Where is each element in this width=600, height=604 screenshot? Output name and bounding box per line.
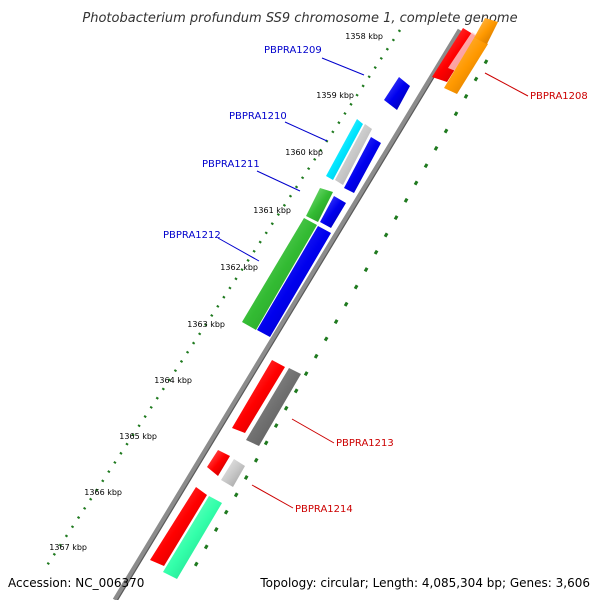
ruler-tick-labels: 1358 kbp 1359 kbp 1360 kbp 1361 kbp 1362 kbp… (49, 32, 383, 552)
gene-pbpra1212-green-feature[interactable] (242, 218, 317, 330)
tick-label: 1359 kbp (316, 91, 354, 100)
tick-label: 1361 kbp (253, 206, 291, 215)
topology-text: Topology: circular; Length: 4,085,304 bp… (259, 576, 590, 590)
gene-pbpra1214-red-feature[interactable] (207, 450, 230, 476)
gene-leader-line (217, 237, 260, 262)
tick-label: 1362 kbp (220, 263, 258, 272)
gene-leader-line (291, 418, 335, 444)
gene-leader-line (256, 170, 301, 192)
gene-pbpra1210-grey-feature[interactable] (335, 124, 372, 185)
accession-text: Accession: NC_006370 (8, 576, 144, 590)
gene-label-pbpra1212[interactable]: PBPRA1212 (163, 230, 221, 241)
gene-label-pbpra1208[interactable]: PBPRA1208 (530, 91, 588, 102)
gene-label-pbpra1213[interactable]: PBPRA1213 (336, 438, 394, 449)
gene-pbpra1210-feature[interactable] (326, 119, 363, 180)
gene-pbpra1212-small-blue[interactable] (320, 196, 346, 228)
gene-pbpra1214-grey-feature[interactable] (221, 459, 245, 487)
tick-label: 1364 kbp (154, 376, 192, 385)
tick-label: 1366 kbp (84, 488, 122, 497)
tick-label: 1360 kbp (285, 148, 323, 157)
gene-pbpra1209-feature[interactable] (384, 77, 410, 110)
gene-leader-line (484, 72, 529, 97)
backbone-shadow (116, 30, 463, 602)
gene-leader-line (321, 57, 365, 76)
gene-label-pbpra1209[interactable]: PBPRA1209 (264, 45, 322, 56)
gene-label-pbpra1211[interactable]: PBPRA1211 (202, 159, 260, 170)
tick-label: 1365 kbp (119, 432, 157, 441)
gene-pbpra1211-green-feature[interactable] (306, 188, 333, 222)
gene-pbpra1208-red-feature[interactable] (432, 28, 476, 82)
gene-pbpra1208-orange-feature[interactable] (444, 38, 488, 94)
backbone-line (112, 28, 463, 602)
gene-label-pbpra1214[interactable]: PBPRA1214 (295, 504, 353, 515)
tick-label: 1363 kbp (187, 320, 225, 329)
gene-pbpra1212-blue-feature[interactable] (257, 226, 331, 337)
gene-labels: PBPRA1208 PBPRA1209 PBPRA1210 PBPRA1211 PBPR… (163, 45, 588, 515)
tick-label: 1367 kbp (49, 543, 87, 552)
gene-pbpra1213-grey-feature[interactable] (246, 368, 301, 446)
gene-leader-line (284, 121, 328, 142)
gene-pbpra1211-blue-feature[interactable] (344, 137, 381, 193)
gene-pbpra1213-red-feature[interactable] (232, 360, 285, 433)
inner-dashed-ruler (188, 59, 489, 576)
gene-lower-spring-feature[interactable] (163, 496, 222, 579)
gene-leader-line (251, 484, 294, 509)
tick-label: 1358 kbp (345, 32, 383, 41)
map-title: Photobacterium profundum SS9 chromosome … (82, 11, 517, 26)
gene-label-pbpra1210[interactable]: PBPRA1210 (229, 111, 287, 122)
gene-pbpra1208-orange-top[interactable] (474, 18, 498, 44)
gene-lower-red-feature[interactable] (150, 487, 207, 566)
